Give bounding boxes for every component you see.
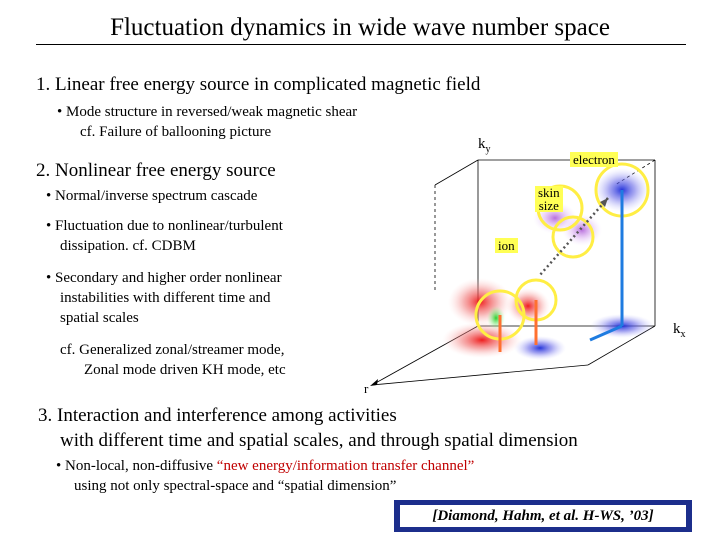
section2-cf-line2: Zonal mode driven KH mode, etc — [84, 362, 286, 378]
section3-heading-line1: 3. Interaction and interference among ac… — [38, 405, 397, 426]
section3-bullet: • Non-local, non-diffusive “new energy/i… — [56, 456, 474, 476]
section2-heading: 2. Nonlinear free energy source — [36, 160, 276, 181]
skin-size-label: skin size — [535, 186, 563, 212]
section2-bullet-1: • Normal/inverse spectrum cascade — [46, 188, 258, 204]
section3-bullet-prefix: • Non-local, non-diffusive — [56, 458, 217, 474]
wavenumber-space-diagram: ky kx r — [364, 136, 686, 395]
axis-ky-label: ky — [478, 136, 491, 155]
section2-cf-line1: cf. Generalized zonal/streamer mode, — [60, 342, 285, 358]
section2-bullet-3-cont2: spatial scales — [60, 310, 139, 326]
section3-bullet-highlight: “new energy/information transfer channel… — [216, 458, 475, 474]
section3-heading-line2: with different time and spatial scales, … — [60, 430, 578, 451]
axis-r-label: r — [364, 381, 369, 395]
section2-bullet-3: • Secondary and higher order nonlinear — [46, 270, 282, 286]
r-axis-arrow — [370, 379, 378, 386]
title-underline — [36, 44, 686, 45]
coupling-arrow — [539, 197, 609, 276]
section1-bullet: • Mode structure in reversed/weak magnet… — [57, 104, 358, 120]
axis-kx-label: kx — [673, 321, 686, 340]
skin-label-line2: size — [538, 198, 559, 213]
ion-blob-bottom — [442, 322, 522, 358]
ion-label: ion — [495, 238, 518, 253]
kx-link-line — [589, 324, 623, 342]
electron-label: electron — [570, 152, 618, 167]
section1-sub: cf. Failure of ballooning picture — [80, 124, 272, 140]
section2-bullet-3-cont1: instabilities with different time and — [60, 290, 271, 306]
skin-label-line1: skin — [538, 185, 560, 200]
page-title: Fluctuation dynamics in wide wave number… — [110, 14, 610, 41]
section3-bullet-line2: using not only spectral-space and “spati… — [74, 478, 397, 494]
section2-bullet-2-cont: dissipation. cf. CDBM — [60, 238, 196, 254]
section1-heading: 1. Linear free energy source in complica… — [36, 74, 481, 95]
section2-bullet-2: • Fluctuation due to nonlinear/turbulent — [46, 218, 283, 234]
coupling-arrowhead — [600, 198, 608, 207]
citation-text: [Diamond, Hahm, et al. H-WS, ’03] — [400, 505, 686, 527]
green-blob — [487, 306, 505, 330]
bottom-blob — [514, 336, 566, 360]
